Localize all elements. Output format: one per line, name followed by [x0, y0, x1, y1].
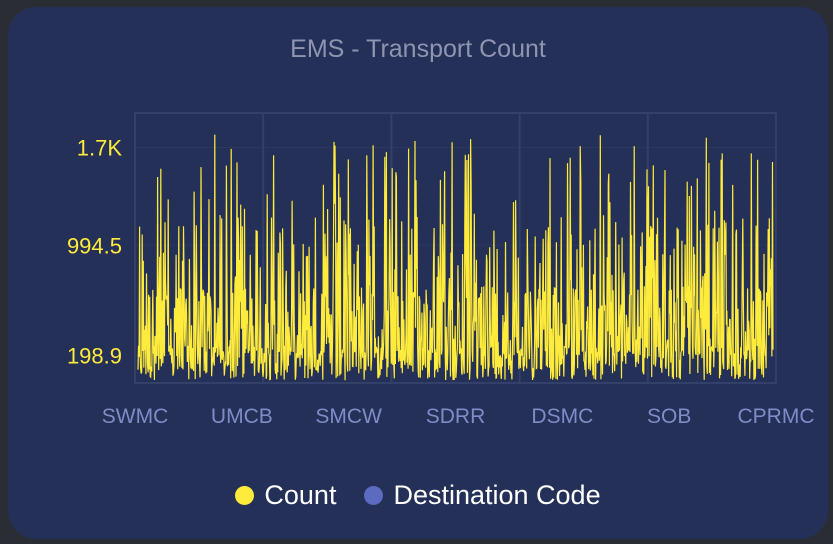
series-count-line	[137, 134, 774, 381]
x-tick-label: DSMC	[531, 405, 593, 428]
plot-border	[134, 112, 777, 384]
y-tick-label: 198.9	[67, 343, 122, 368]
x-tick-label: UMCB	[211, 405, 273, 428]
grid-layer	[134, 112, 777, 384]
legend-count-dot	[235, 486, 255, 505]
chart-plot: 198.9 994.5 1.7K SWMC UMCB SMCW SDRR DSMC SOB CP…	[67, 112, 815, 428]
legend: Count Destination Code	[8, 480, 828, 511]
legend-item-destination-code[interactable]: Destination Code	[364, 480, 601, 511]
chart-card: EMS - Transport Count 198.9 994.5 1.7K SWM…	[8, 7, 828, 539]
chart-title: EMS - Transport Count	[290, 35, 546, 63]
x-tick-label: SDRR	[426, 405, 486, 428]
legend-item-count[interactable]: Count	[235, 480, 336, 511]
y-tick-label: 994.5	[67, 233, 122, 258]
series-layer	[137, 134, 774, 381]
x-tick-layer: SWMC UMCB SMCW SDRR DSMC SOB CPRMC	[102, 405, 815, 428]
x-tick-label: SOB	[647, 405, 691, 428]
x-tick-label: SWMC	[102, 405, 169, 428]
legend-count-label: Count	[264, 480, 337, 510]
x-tick-label: SMCW	[315, 405, 382, 428]
legend-destination-dot	[364, 486, 384, 505]
y-tick-layer: 198.9 994.5 1.7K	[67, 136, 122, 369]
y-tick-label: 1.7K	[77, 136, 123, 161]
legend-destination-label: Destination Code	[393, 480, 601, 510]
x-tick-label: CPRMC	[738, 405, 815, 428]
